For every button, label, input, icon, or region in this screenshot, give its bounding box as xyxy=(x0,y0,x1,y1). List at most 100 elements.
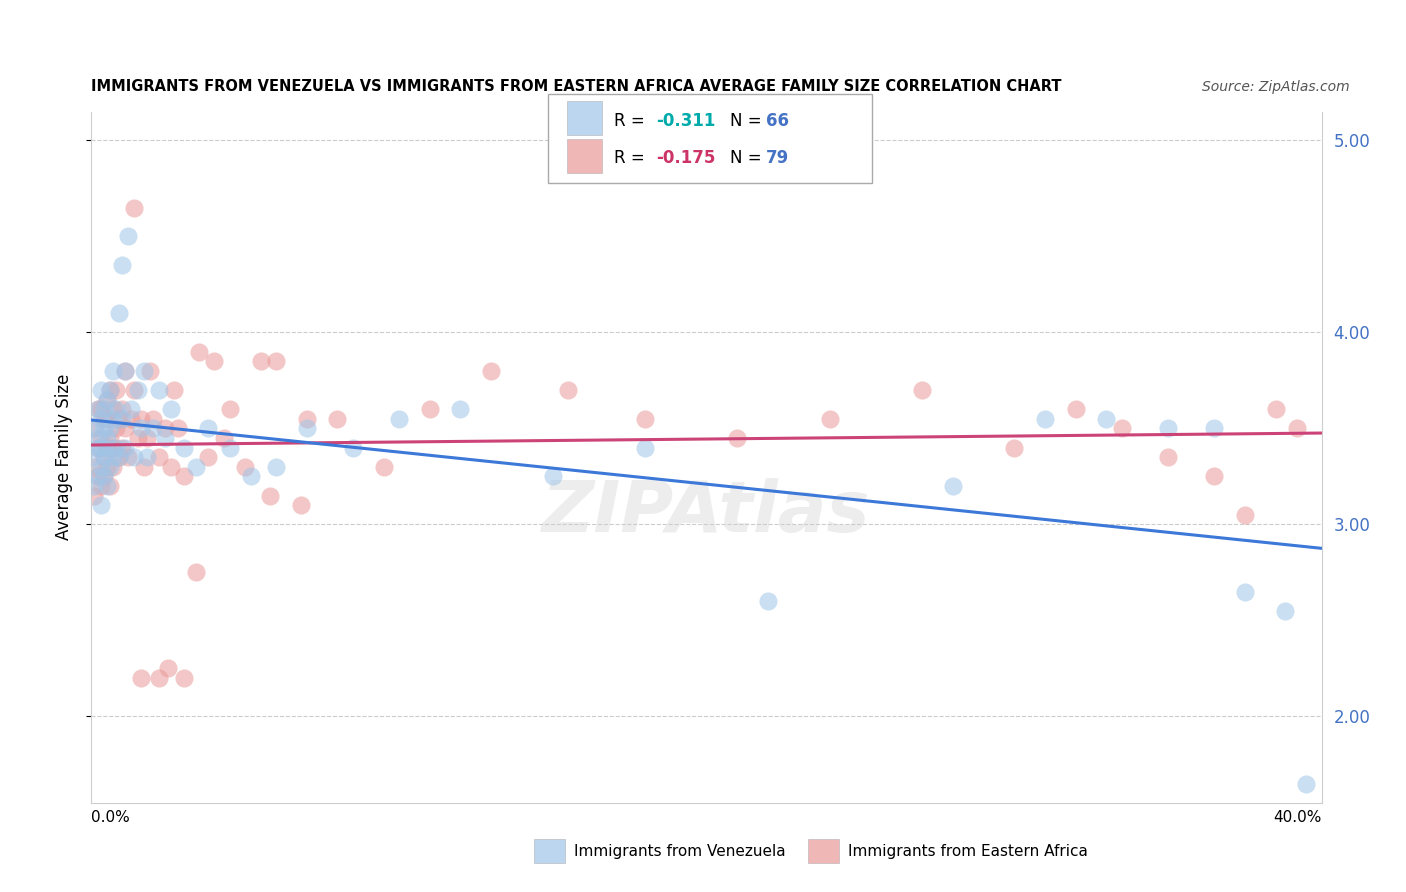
Point xyxy=(105,441,127,455)
Text: 66: 66 xyxy=(766,112,789,129)
Point xyxy=(135,431,157,445)
Point xyxy=(86,431,108,445)
Point xyxy=(1295,776,1317,790)
Point xyxy=(184,566,207,580)
Point xyxy=(139,364,162,378)
Point xyxy=(114,364,136,378)
Point xyxy=(83,450,105,465)
Text: -0.175: -0.175 xyxy=(657,149,716,168)
Point xyxy=(127,383,149,397)
Point xyxy=(373,459,395,474)
Point xyxy=(96,441,118,455)
Point xyxy=(160,459,183,474)
Point xyxy=(90,479,112,493)
Point xyxy=(419,402,441,417)
Point xyxy=(120,411,142,425)
Text: Immigrants from Venezuela: Immigrants from Venezuela xyxy=(574,845,786,859)
Point xyxy=(756,594,779,608)
Point xyxy=(98,383,121,397)
Point xyxy=(135,450,157,465)
Point xyxy=(541,469,564,483)
Point xyxy=(132,459,155,474)
Text: IMMIGRANTS FROM VENEZUELA VS IMMIGRANTS FROM EASTERN AFRICA AVERAGE FAMILY SIZE : IMMIGRANTS FROM VENEZUELA VS IMMIGRANTS … xyxy=(91,78,1062,94)
Point xyxy=(173,671,195,685)
Point xyxy=(264,354,287,368)
Point xyxy=(90,402,112,417)
Point xyxy=(1233,584,1256,599)
Point xyxy=(108,450,131,465)
Point xyxy=(153,431,177,445)
Point xyxy=(90,383,112,397)
Text: 79: 79 xyxy=(766,149,790,168)
Point xyxy=(142,421,165,435)
Point xyxy=(342,441,364,455)
Point xyxy=(634,411,657,425)
Point xyxy=(212,431,235,445)
Point xyxy=(93,469,115,483)
Point xyxy=(86,402,108,417)
Point xyxy=(111,402,134,417)
Point xyxy=(233,459,256,474)
Point xyxy=(188,344,211,359)
Point xyxy=(218,441,240,455)
Point xyxy=(1233,508,1256,522)
Point xyxy=(111,441,134,455)
Point xyxy=(1264,402,1286,417)
Point xyxy=(127,431,149,445)
Point xyxy=(173,469,195,483)
Point xyxy=(1202,421,1225,435)
Text: N =: N = xyxy=(730,149,766,168)
Point xyxy=(129,411,152,425)
Point xyxy=(1286,421,1309,435)
Point xyxy=(93,402,115,417)
Point xyxy=(1095,411,1118,425)
Point xyxy=(101,364,124,378)
Point xyxy=(96,411,118,425)
Point xyxy=(90,498,112,512)
Point xyxy=(86,441,108,455)
Point xyxy=(129,671,152,685)
Point xyxy=(290,498,312,512)
Point xyxy=(114,441,136,455)
Point xyxy=(105,421,127,435)
Point xyxy=(911,383,934,397)
Point xyxy=(96,441,118,455)
Point xyxy=(129,421,152,435)
Point xyxy=(1111,421,1133,435)
Text: Immigrants from Eastern Africa: Immigrants from Eastern Africa xyxy=(848,845,1088,859)
Point xyxy=(98,421,121,435)
Point xyxy=(105,402,127,417)
Point xyxy=(326,411,349,425)
Point xyxy=(114,364,136,378)
Point xyxy=(117,450,139,465)
Point xyxy=(259,489,281,503)
Point xyxy=(86,469,108,483)
Point xyxy=(96,392,118,407)
Point xyxy=(264,459,287,474)
Point xyxy=(449,402,471,417)
Point xyxy=(1064,402,1087,417)
Point xyxy=(148,450,170,465)
Point xyxy=(86,441,108,455)
Point xyxy=(101,411,124,425)
Point xyxy=(1202,469,1225,483)
Point xyxy=(132,364,155,378)
Point xyxy=(157,661,180,675)
Point xyxy=(249,354,271,368)
Point xyxy=(90,459,112,474)
Point xyxy=(114,421,136,435)
Point xyxy=(108,450,131,465)
Point xyxy=(93,411,115,425)
Point xyxy=(479,364,502,378)
Text: 40.0%: 40.0% xyxy=(1274,810,1322,825)
Point xyxy=(120,402,142,417)
Point xyxy=(90,411,112,425)
Point xyxy=(93,469,115,483)
Point xyxy=(86,402,108,417)
Text: R =: R = xyxy=(614,112,651,129)
Point xyxy=(83,459,105,474)
Text: ZIPAtlas: ZIPAtlas xyxy=(543,478,870,547)
Point xyxy=(101,441,124,455)
Point xyxy=(388,411,411,425)
Point xyxy=(148,671,170,685)
